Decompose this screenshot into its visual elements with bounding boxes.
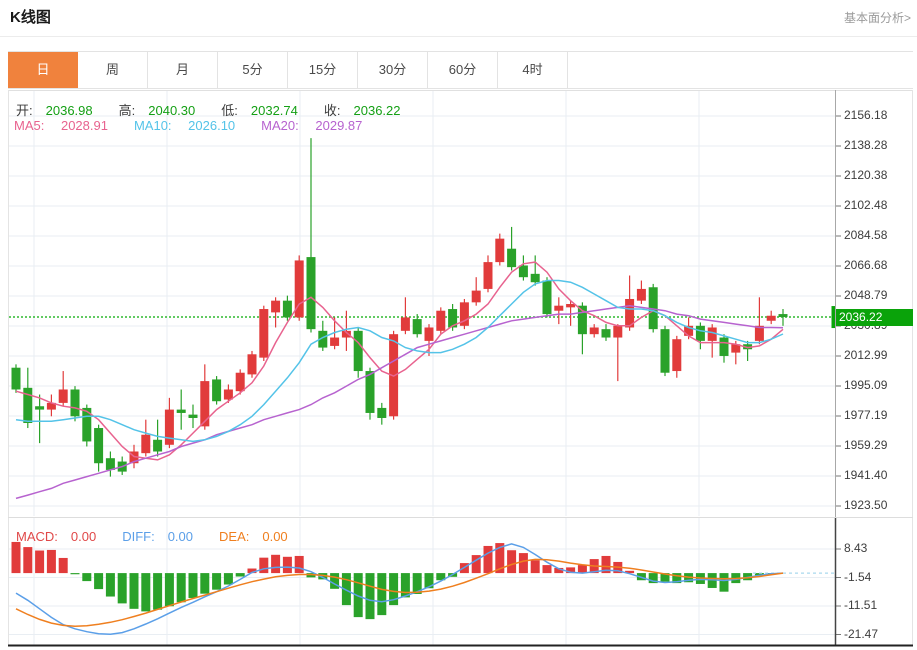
tab-60min[interactable]: 60分 [428, 52, 498, 88]
y-axis-label: 2084.58 [844, 228, 888, 242]
y-axis-label: 2048.79 [844, 288, 888, 302]
ma10-legend: MA10: 2026.10 [133, 118, 236, 133]
high-pair: 高: 2040.30 [118, 103, 196, 118]
ma20-line [15, 304, 784, 500]
dea-line [15, 558, 784, 628]
tab-week[interactable]: 周 [78, 52, 148, 88]
macd-axis-label: 8.43 [844, 541, 868, 555]
y-axis-label: 1941.40 [844, 468, 888, 482]
y-axis-label: 2138.28 [844, 138, 888, 152]
current-price-badge: 2036.22 [836, 308, 913, 326]
macd-axis-label: -1.54 [844, 569, 872, 584]
macd-axis-label: -21.47 [844, 626, 879, 641]
ma20-legend: MA20: 2029.87 [261, 118, 363, 133]
grid-lines [9, 91, 835, 645]
tab-30min[interactable]: 30分 [358, 52, 428, 88]
close-pair: 收: 2036.22 [323, 103, 401, 118]
ma-legend: MA5: 2028.91 MA10: 2026.10 MA20: 2029.87 [14, 118, 388, 133]
diff-value-legend: DIFF: 0.00 [122, 529, 194, 544]
tab-4hour[interactable]: 4时 [498, 52, 568, 88]
open-pair: 开: 2036.98 [16, 103, 93, 118]
low-pair: 低: 2032.74 [221, 103, 298, 118]
y-axis-label: 2156.18 [844, 108, 888, 122]
ma5-legend: MA5: 2028.91 [14, 118, 108, 133]
macd-value-legend: MACD: 0.00 [16, 529, 97, 544]
page-title: K线图 [10, 9, 51, 26]
y-axis-label: 2012.99 [844, 348, 888, 362]
tab-15min[interactable]: 15分 [288, 52, 358, 88]
ohlc-legend: 开: 2036.98 高: 2040.30 低: 2032.74 收: 2036.22 [16, 100, 427, 119]
y-axis-label: 2102.48 [844, 198, 888, 212]
macd-histogram [11, 541, 776, 620]
axis-ticks [836, 115, 841, 635]
y-axis-label: 2066.68 [844, 258, 888, 272]
tab-5min[interactable]: 5分 [218, 52, 288, 88]
pane-borders [8, 90, 913, 647]
macd-axis-label: -11.51 [844, 598, 878, 612]
macd-legend: MACD: 0.00 DIFF: 0.00 DEA: 0.00 [16, 529, 314, 544]
title-separator [0, 36, 917, 37]
fundamental-analysis-link[interactable]: 基本面分析> [843, 11, 911, 25]
y-axis-label: 1959.29 [844, 438, 888, 452]
timeframe-tabbar: 日周月 5分 15分 30分 60分 4时 [8, 51, 913, 89]
tab-month[interactable]: 月 [148, 52, 218, 88]
dea-value-legend: DEA: 0.00 [219, 529, 288, 544]
tab-day[interactable]: 日 [8, 52, 78, 88]
candlestick-series [11, 138, 788, 477]
current-price-tick [831, 306, 836, 329]
y-axis-label: 1995.09 [844, 378, 888, 392]
y-axis-label: 1977.19 [844, 408, 888, 422]
y-axis-label: 2120.38 [844, 168, 888, 182]
diff-line [15, 543, 784, 636]
y-axis-label: 1923.50 [844, 498, 888, 512]
ma10-line [15, 279, 784, 443]
